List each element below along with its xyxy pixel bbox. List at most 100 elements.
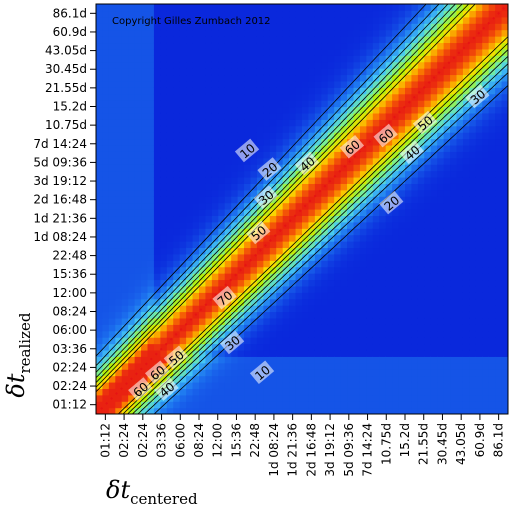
heatmap-cell: [263, 241, 271, 249]
heatmap-cell: [231, 119, 239, 127]
heatmap-cell: [295, 119, 303, 127]
heatmap-cell: [256, 170, 264, 178]
heatmap-cell: [256, 337, 264, 345]
heatmap-cell: [231, 144, 239, 152]
heatmap-cell: [495, 330, 503, 338]
heatmap-cell: [392, 260, 400, 268]
heatmap-cell: [430, 369, 438, 377]
heatmap-cell: [237, 138, 245, 146]
heatmap-cell: [334, 362, 342, 370]
heatmap-cell: [282, 164, 290, 172]
heatmap-cell: [385, 273, 393, 281]
heatmap-cell: [327, 394, 335, 402]
heatmap-cell: [96, 93, 104, 101]
heatmap-cell: [218, 285, 226, 293]
heatmap-cell: [405, 343, 413, 351]
heatmap-cell: [430, 241, 438, 249]
heatmap-cell: [443, 4, 451, 12]
heatmap-cell: [347, 305, 355, 313]
heatmap-cell: [469, 381, 477, 389]
heatmap-cell: [121, 241, 129, 249]
heatmap-cell: [366, 132, 374, 140]
heatmap-cell: [211, 68, 219, 76]
heatmap-cell: [353, 356, 361, 364]
heatmap-cell: [501, 4, 508, 12]
heatmap-cell: [96, 279, 104, 287]
heatmap-cell: [256, 55, 264, 63]
heatmap-cell: [211, 253, 219, 261]
heatmap-cell: [256, 253, 264, 261]
heatmap-cell: [134, 337, 142, 345]
heatmap-cell: [334, 87, 342, 95]
heatmap-cell: [179, 215, 187, 223]
heatmap-cell: [327, 80, 335, 88]
heatmap-cell: [462, 209, 470, 217]
diagonal-ridge: [96, 4, 508, 414]
heatmap-cell: [411, 106, 419, 114]
heatmap-cell: [244, 209, 252, 217]
heatmap-cell: [359, 401, 367, 409]
heatmap-cell: [495, 144, 503, 152]
heatmap-cell: [166, 100, 174, 108]
heatmap-cell: [263, 388, 271, 396]
heatmap-cell: [211, 119, 219, 127]
heatmap-cell: [347, 356, 355, 364]
heatmap-cell: [173, 298, 181, 306]
heatmap-cell: [359, 375, 367, 383]
heatmap-cell: [244, 324, 252, 332]
heatmap-cell: [108, 228, 116, 236]
heatmap-cell: [141, 362, 149, 370]
heatmap-cell: [475, 375, 483, 383]
heatmap-cell: [256, 23, 264, 31]
heatmap-cell: [405, 10, 413, 18]
heatmap-cell: [405, 209, 413, 217]
heatmap-cell: [353, 125, 361, 133]
heatmap-cell: [276, 144, 284, 152]
heatmap-cell: [302, 369, 310, 377]
heatmap-cell: [366, 215, 374, 223]
heatmap-cell: [495, 112, 503, 120]
heatmap-cell: [179, 170, 187, 178]
y-tick-label: 06:00: [52, 323, 87, 337]
heatmap-cell: [443, 61, 451, 69]
heatmap-cell: [392, 138, 400, 146]
heatmap-cell: [237, 394, 245, 402]
heatmap-cell: [269, 330, 277, 338]
heatmap-cell: [289, 202, 297, 210]
heatmap-cell: [218, 349, 226, 357]
heatmap-cell: [244, 349, 252, 357]
heatmap-cell: [282, 407, 290, 414]
heatmap-cell: [186, 311, 194, 319]
heatmap-cell: [205, 74, 213, 82]
heatmap-cell: [166, 234, 174, 242]
heatmap-cell: [256, 330, 264, 338]
heatmap-cell: [327, 221, 335, 229]
heatmap-cell: [108, 266, 116, 274]
heatmap-cell: [366, 100, 374, 108]
heatmap-cell: [205, 279, 213, 287]
heatmap-cell: [469, 234, 477, 242]
heatmap-cell: [96, 298, 104, 306]
heatmap-cell: [108, 285, 116, 293]
heatmap-cell: [218, 157, 226, 165]
heatmap-cell: [96, 112, 104, 120]
heatmap-cell: [224, 106, 232, 114]
heatmap-cell: [424, 183, 432, 191]
heatmap-cell: [282, 324, 290, 332]
heatmap-cell: [282, 305, 290, 313]
heatmap-cell: [186, 381, 194, 389]
heatmap-cell: [289, 401, 297, 409]
heatmap-cell: [192, 100, 200, 108]
heatmap-cell: [160, 4, 168, 12]
heatmap-cell: [269, 241, 277, 249]
heatmap-cell: [475, 106, 483, 114]
heatmap-cell: [385, 138, 393, 146]
heatmap-cell: [192, 48, 200, 56]
heatmap-cell: [366, 87, 374, 95]
heatmap-cell: [128, 273, 136, 281]
heatmap-cell: [102, 80, 110, 88]
heatmap-cell: [456, 61, 464, 69]
heatmap-cell: [263, 100, 271, 108]
heatmap-cell: [475, 292, 483, 300]
heatmap-cell: [392, 61, 400, 69]
